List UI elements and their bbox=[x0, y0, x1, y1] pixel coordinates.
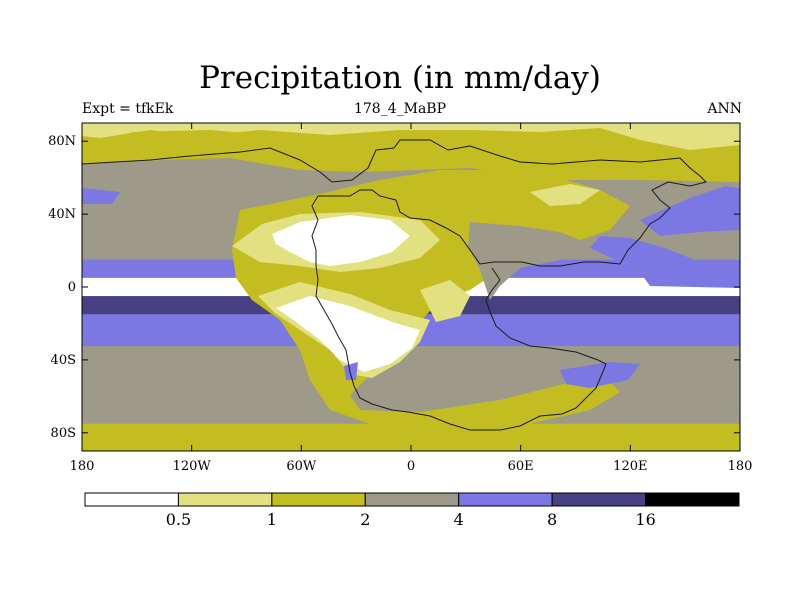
y-tick-label: 0 bbox=[68, 280, 76, 295]
x-tick-label: 60E bbox=[508, 459, 534, 474]
contour-region bbox=[468, 222, 590, 300]
colorbar-swatch bbox=[271, 492, 366, 507]
colorbar-swatch bbox=[645, 492, 740, 507]
chart-title: Precipitation (in mm/day) bbox=[199, 60, 601, 96]
contour-region bbox=[276, 296, 420, 372]
age-label: 178_4_MaBP bbox=[353, 101, 447, 117]
x-tick-label: 0 bbox=[407, 459, 415, 474]
contour-region bbox=[82, 123, 740, 150]
axes: 180 120W 60W 0 60E 120E 180 80N 40N 0 40S 80S bbox=[48, 123, 752, 474]
colorbar-label: 8 bbox=[547, 510, 557, 529]
colorbar-label: 1 bbox=[267, 510, 277, 529]
y-tick-label: 80S bbox=[51, 426, 76, 441]
x-tick-label: 180 bbox=[70, 459, 95, 474]
contour-region bbox=[640, 186, 740, 236]
colorbar-swatch bbox=[364, 492, 460, 507]
x-tick-label: 120W bbox=[173, 459, 212, 474]
contour-region bbox=[590, 236, 740, 288]
contour-region bbox=[272, 215, 410, 266]
colorbar-swatch bbox=[458, 492, 553, 507]
colorbar-label: 4 bbox=[454, 510, 464, 529]
colorbar-label: 2 bbox=[360, 510, 370, 529]
season-label: ANN bbox=[707, 101, 742, 117]
y-tick-label: 40N bbox=[48, 207, 76, 222]
x-tick-label: 180 bbox=[728, 459, 753, 474]
colorbar-label: 0.5 bbox=[166, 510, 191, 529]
colorbar-swatch bbox=[84, 492, 179, 507]
colorbar-swatch bbox=[551, 492, 647, 507]
contour-region bbox=[82, 123, 740, 182]
map-field bbox=[82, 123, 740, 451]
y-tick-label: 80N bbox=[48, 134, 76, 149]
contour-region bbox=[560, 362, 640, 388]
contour-region bbox=[420, 280, 470, 322]
experiment-label: Expt = tfkEk bbox=[82, 101, 174, 117]
contour-region bbox=[82, 188, 120, 204]
contour-region bbox=[130, 130, 260, 142]
contour-region bbox=[344, 362, 358, 380]
colorbar-swatch bbox=[177, 492, 273, 507]
latitude-band bbox=[82, 346, 740, 388]
colorbar: 0.5 1 2 4 8 16 bbox=[84, 492, 740, 529]
colorbar-label: 16 bbox=[635, 510, 655, 529]
y-tick-label: 40S bbox=[51, 353, 76, 368]
coastline bbox=[82, 139, 707, 431]
x-tick-label: 60W bbox=[286, 459, 317, 474]
x-tick-label: 120E bbox=[613, 459, 647, 474]
contour-region bbox=[530, 184, 600, 206]
